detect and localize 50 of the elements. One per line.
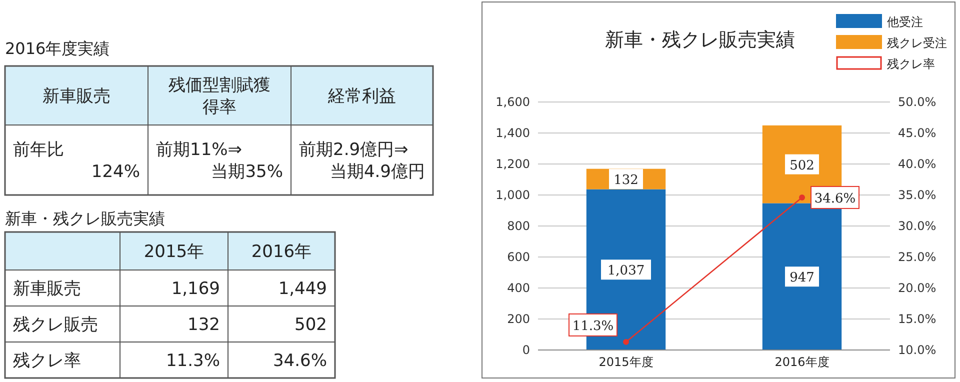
y-tick-label: 200 [507,312,530,326]
text: 1,169 [171,279,220,299]
text: 前年比 124% [13,140,140,182]
text: 1,449 [278,279,327,299]
data-label: 34.6% [814,191,856,206]
y-tick-label: 800 [507,219,530,233]
y2-tick-label: 50.0% [898,95,936,109]
category-label: 新車販売 [42,86,110,106]
text: 前期2.9億円⇒ 当期4.9億円 [299,140,425,182]
chart-title: 新車・残クレ販売実績 [605,29,795,51]
x-tick-label: 2016年度 [774,355,830,369]
data-label: 947 [790,270,814,286]
y2-tick-label: 20.0% [898,281,936,295]
category-label: 残価型割賦獲得率 [168,76,270,118]
text: 11.3% [166,351,220,371]
x-tick-label: 2015年度 [598,355,654,369]
y-tick-label: 1,400 [496,126,530,140]
legend-label: 残クレ率 [887,57,935,71]
y2-tick-label: 30.0% [898,219,936,233]
y-tick-label: 400 [507,281,530,295]
y2-tick-label: 45.0% [898,126,936,140]
category-label: 残クレ率 [13,351,81,371]
bar [762,203,842,350]
text: 前期11%⇒ 当期35% [156,140,283,182]
data-label: 132 [614,173,638,188]
text: 2016年度実績 [5,39,110,58]
category-label: 新車販売 [13,279,81,299]
y2-tick-label: 25.0% [898,250,936,264]
y2-tick-label: 15.0% [898,312,936,326]
data-label: 11.3% [572,318,614,334]
text: 502 [294,315,327,335]
text: 34.6% [272,351,327,371]
text: 132 [188,315,220,335]
y-tick-label: 0 [522,343,530,357]
category-label: 2016年 [251,242,312,262]
data-label: 1,037 [607,264,645,279]
legend-label: 他受注 [887,15,923,29]
y-tick-label: 600 [507,250,530,264]
legend-label: 残クレ受注 [887,36,947,50]
text: 新車・残クレ販売実績 [5,209,165,228]
category-label: 経常利益 [327,86,396,106]
y-tick-label: 1,600 [496,95,530,109]
y2-tick-label: 10.0% [898,343,936,357]
y-tick-label: 1,200 [496,157,530,171]
y-tick-label: 1,000 [496,188,530,202]
category-label: 2015年 [144,242,204,262]
category-label: 残クレ販売 [13,315,98,335]
data-label: 502 [790,158,814,174]
y2-tick-label: 40.0% [898,157,936,171]
y2-tick-label: 35.0% [898,188,936,202]
